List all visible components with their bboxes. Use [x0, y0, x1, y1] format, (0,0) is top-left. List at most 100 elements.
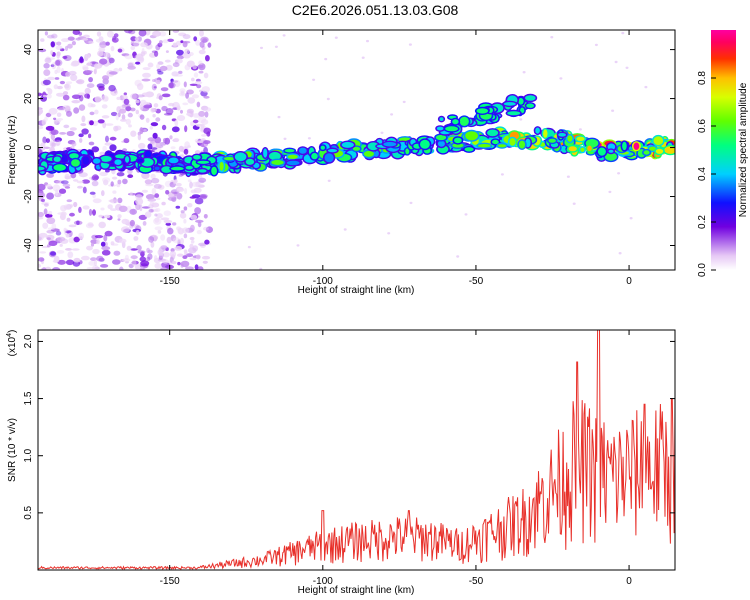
noise-blob — [559, 77, 563, 80]
ridge-blob — [53, 156, 61, 162]
noise-blob — [177, 253, 184, 257]
ridge-blob — [597, 147, 606, 156]
noise-blob — [180, 40, 184, 44]
ridge-blob — [223, 157, 235, 161]
figure-title: C2E6.2026.051.13.03.G08 — [292, 2, 459, 18]
noise-blob — [61, 38, 70, 43]
ridge-blob — [622, 141, 627, 151]
noise-blob — [92, 209, 96, 216]
noise-blob — [81, 115, 86, 123]
x-tick-label: -150 — [160, 576, 180, 587]
ridge-blob — [170, 166, 184, 171]
ridge-blob — [100, 155, 112, 162]
noise-blob — [113, 33, 119, 38]
noise-blob — [201, 255, 211, 260]
noise-blob — [64, 45, 69, 52]
noise-blob — [171, 260, 177, 265]
noise-blob — [202, 38, 208, 43]
noise-blob — [46, 173, 54, 178]
noise-blob — [45, 213, 53, 218]
noise-blob — [629, 217, 633, 220]
noise-blob — [42, 222, 49, 229]
noise-blob — [159, 65, 168, 72]
noise-blob — [185, 266, 194, 270]
ridge-blob — [82, 156, 90, 165]
noise-blob — [176, 187, 185, 192]
noise-blob — [78, 232, 84, 240]
noise-blob — [44, 116, 48, 122]
spectrogram-x-ticks: -150 -100 -50 0 — [160, 30, 632, 287]
noise-blob — [191, 94, 200, 99]
noise-blob — [65, 248, 72, 251]
noise-blob — [45, 266, 52, 270]
noise-blob — [71, 100, 81, 104]
noise-blob — [53, 84, 58, 90]
noise-blob — [38, 257, 45, 262]
noise-blob — [87, 222, 94, 226]
ridge-blob — [435, 134, 447, 141]
noise-blob — [117, 218, 121, 221]
noise-blob — [144, 179, 153, 185]
noise-blob — [87, 40, 94, 45]
ridge-blob — [464, 147, 474, 152]
ridge-blob — [367, 142, 379, 151]
noise-blob — [119, 266, 124, 270]
noise-blob — [45, 112, 52, 118]
noise-blob — [151, 177, 160, 184]
noise-blob — [194, 207, 202, 215]
ridge-blob — [341, 141, 354, 148]
noise-blob — [182, 102, 189, 106]
noise-blob — [38, 92, 42, 97]
noise-blob — [129, 219, 135, 227]
noise-blob — [153, 183, 162, 189]
noise-blob — [64, 175, 72, 180]
noise-blob — [145, 194, 155, 200]
noise-blob — [94, 63, 98, 71]
noise-blob — [173, 137, 180, 143]
noise-blob — [154, 262, 162, 269]
noise-blob — [137, 83, 144, 91]
noise-blob — [179, 212, 187, 219]
ridge-blob — [263, 148, 268, 158]
y-tick-label: 1.0 — [23, 448, 34, 462]
noise-blob — [117, 179, 122, 185]
noise-blob — [184, 188, 188, 195]
noise-blob — [82, 38, 89, 41]
noise-blob — [55, 189, 59, 196]
noise-blob — [50, 64, 55, 67]
noise-blob — [50, 133, 56, 141]
noise-blob — [139, 114, 145, 120]
noise-blob — [201, 134, 207, 137]
noise-blob — [166, 236, 172, 244]
noise-blob — [133, 236, 139, 241]
noise-blob — [141, 78, 151, 82]
noise-blob — [99, 151, 106, 156]
noise-blob — [109, 198, 119, 204]
ridge-blob — [452, 119, 459, 125]
noise-blob — [155, 79, 161, 85]
noise-blob — [334, 36, 338, 39]
noise-blob — [48, 210, 53, 215]
noise-blob — [152, 132, 158, 139]
snr-exponent-label: (x104) — [6, 330, 18, 357]
noise-blob — [129, 191, 133, 196]
noise-blob — [105, 123, 114, 126]
noise-blob — [101, 115, 110, 119]
ridge-blob — [543, 129, 548, 138]
noise-blob — [139, 103, 144, 111]
noise-blob — [127, 112, 133, 118]
noise-blob — [62, 105, 71, 110]
noise-blob — [65, 81, 73, 85]
ridge-blob — [405, 148, 410, 155]
noise-blob — [195, 123, 203, 127]
noise-blob — [146, 247, 151, 254]
noise-blob — [103, 179, 109, 186]
noise-blob — [625, 66, 629, 70]
noise-blob — [117, 197, 123, 204]
spectrogram-y-ticks: -40 -20 0 20 40 — [23, 44, 675, 253]
noise-blob — [52, 184, 61, 192]
noise-blob — [142, 72, 151, 78]
ridge-blob — [518, 140, 526, 149]
ridge-blob — [576, 136, 585, 141]
noise-blob — [196, 230, 202, 235]
